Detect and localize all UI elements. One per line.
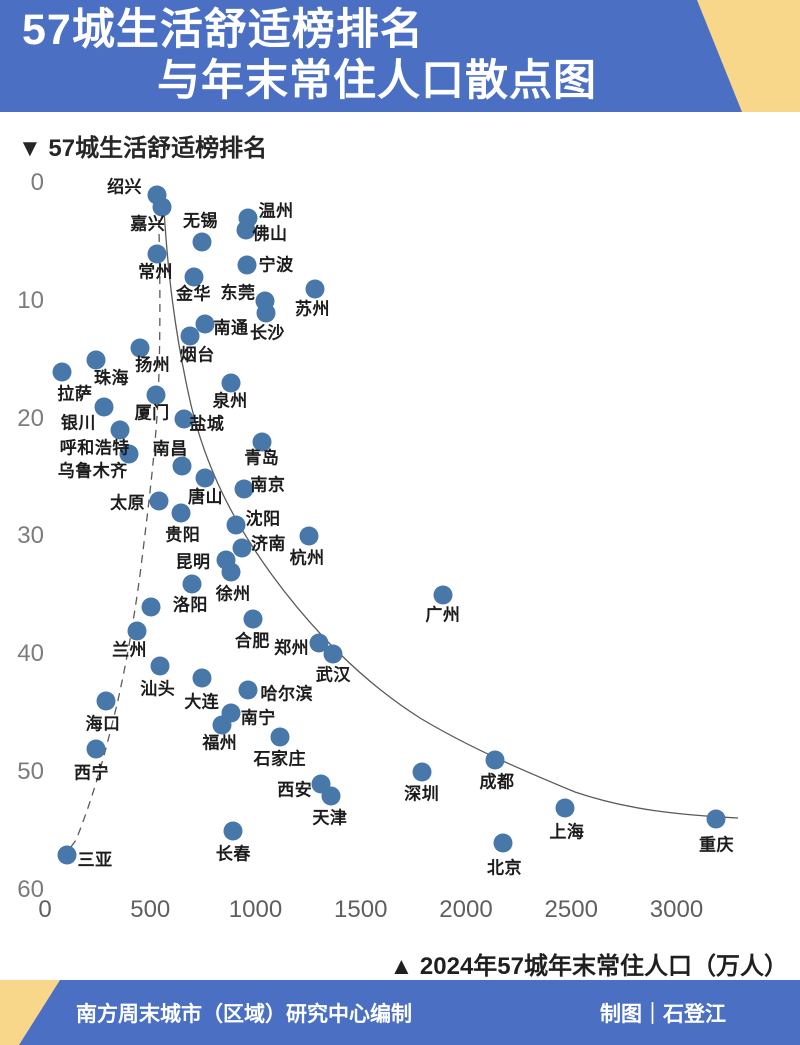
city-label: 青岛 <box>244 448 280 468</box>
city-label: 杭州 <box>289 548 325 568</box>
city-label: 无锡 <box>182 211 218 231</box>
x-tick-label: 500 <box>130 896 171 923</box>
city-label: 广州 <box>425 605 461 625</box>
city-label: 扬州 <box>135 355 171 375</box>
city-label: 合肥 <box>234 631 270 651</box>
x-axis-title: ▲ 2024年57城年末常住人口（万人） <box>389 953 788 980</box>
city-label: 呼和浩特 <box>59 438 130 458</box>
city-label: 汕头 <box>140 679 176 699</box>
scatter-point <box>57 845 77 865</box>
city-label: 西安 <box>277 780 313 800</box>
city-label: 长沙 <box>249 323 285 343</box>
city-label: 济南 <box>250 534 286 554</box>
city-label: 洛阳 <box>172 595 208 615</box>
city-label: 常州 <box>138 262 174 282</box>
y-axis-title: ▼ 57城生活舒适榜排名 <box>18 135 268 162</box>
city-label: 盐城 <box>189 414 225 434</box>
y-tick-label: 20 <box>17 404 44 432</box>
city-label: 宁波 <box>258 255 294 275</box>
city-label: 嘉兴 <box>130 214 166 234</box>
city-label: 金华 <box>175 284 211 304</box>
city-label: 重庆 <box>698 835 734 855</box>
city-label: 福州 <box>202 733 238 753</box>
city-label: 郑州 <box>274 638 310 658</box>
page-title-line2: 与年末常住人口散点图 <box>157 57 597 105</box>
city-label: 徐州 <box>215 584 251 604</box>
city-label: 银川 <box>60 413 96 433</box>
city-label: 长春 <box>215 844 251 864</box>
city-label: 拉萨 <box>57 384 93 404</box>
y-tick-label: 50 <box>17 758 44 786</box>
page-title-line1: 57城生活舒适榜排名 <box>22 6 424 54</box>
scatter-point <box>237 255 257 275</box>
scatter-point <box>192 232 212 252</box>
city-label: 兰州 <box>112 640 148 660</box>
city-label: 佛山 <box>252 224 288 244</box>
scatter-point <box>192 668 212 688</box>
scatter-point <box>150 656 170 676</box>
city-label: 南宁 <box>240 708 276 728</box>
x-tick-label: 1000 <box>228 896 283 923</box>
y-tick-label: 60 <box>17 875 44 903</box>
city-label: 太原 <box>110 493 146 513</box>
y-tick-label: 0 <box>30 169 44 196</box>
city-label: 沈阳 <box>245 509 281 529</box>
x-tick-label: 1500 <box>334 896 388 923</box>
footer-credit-right: 制图｜石登江 <box>600 1002 726 1026</box>
scatter-point <box>149 491 169 511</box>
city-label: 海口 <box>85 714 121 734</box>
scatter-point <box>226 515 246 535</box>
y-tick-label: 30 <box>17 522 44 550</box>
x-tick-label: 0 <box>38 896 52 923</box>
city-label: 大连 <box>184 692 220 712</box>
x-tick-label: 2000 <box>439 896 493 923</box>
city-label: 唐山 <box>188 487 224 507</box>
city-label: 珠海 <box>94 368 130 388</box>
footer-banner: 南方周末城市（区域）研究中心编制 制图｜石登江 <box>0 980 800 1045</box>
scatter-point <box>86 739 106 759</box>
x-tick-label: 2500 <box>544 896 598 923</box>
city-label: 南昌 <box>152 439 188 459</box>
scatter-point <box>96 691 116 711</box>
city-label: 泉州 <box>212 391 248 411</box>
header-banner: 57城生活舒适榜排名 与年末常住人口散点图 <box>0 0 800 112</box>
y-tick-label: 10 <box>17 286 44 314</box>
city-label: 武汉 <box>315 665 351 685</box>
footer-background <box>0 980 800 1045</box>
city-label: 贵阳 <box>165 525 201 545</box>
city-label: 南京 <box>250 475 286 495</box>
scatter-point <box>141 597 161 617</box>
city-label: 北京 <box>486 858 522 878</box>
city-label: 西宁 <box>74 763 110 783</box>
city-label: 厦门 <box>134 403 170 423</box>
city-label: 绍兴 <box>107 177 143 197</box>
city-label: 深圳 <box>404 784 440 804</box>
city-label: 上海 <box>549 822 585 841</box>
scatter-point <box>706 809 726 829</box>
city-label: 哈尔滨 <box>260 684 313 704</box>
city-label: 温州 <box>258 201 294 221</box>
header-background <box>0 0 800 112</box>
city-label: 乌鲁木齐 <box>57 461 128 481</box>
x-tick-label: 3000 <box>649 896 704 923</box>
scatter-point <box>238 680 258 700</box>
y-tick-label: 40 <box>17 640 44 668</box>
city-label: 昆明 <box>175 552 211 572</box>
scatter-point <box>555 798 575 817</box>
footer-credit-left: 南方周末城市（区域）研究中心编制 <box>76 1002 412 1026</box>
city-label: 三亚 <box>77 850 113 870</box>
scatter-point <box>232 538 252 558</box>
city-label: 石家庄 <box>253 749 306 769</box>
scatter-point <box>493 833 513 853</box>
city-label: 苏州 <box>294 299 330 319</box>
city-label: 南通 <box>213 318 249 338</box>
city-label: 烟台 <box>179 345 215 365</box>
city-label: 成都 <box>479 772 515 792</box>
city-label: 天津 <box>312 808 348 828</box>
scatter-point <box>223 821 243 841</box>
city-label: 东莞 <box>220 283 256 303</box>
scatter-point <box>94 397 114 417</box>
